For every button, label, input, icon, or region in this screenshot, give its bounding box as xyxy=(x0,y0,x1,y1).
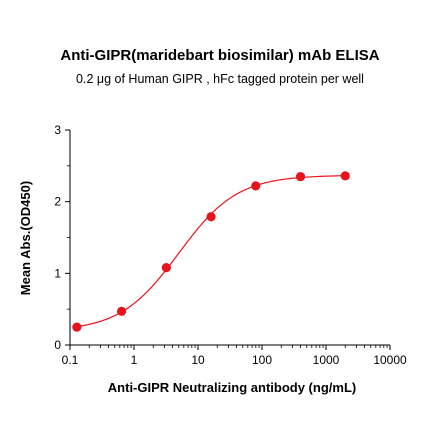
x-tick-label: 10000 xyxy=(373,353,407,367)
fit-curve xyxy=(76,175,346,328)
data-point xyxy=(161,263,171,273)
y-tick-label: 2 xyxy=(54,195,61,209)
y-tick-label: 1 xyxy=(54,266,61,280)
chart-subtitle: 0.2 μg of Human GIPR , hFc tagged protei… xyxy=(76,72,364,86)
chart-title: Anti-GIPR(maridebart biosimilar) mAb ELI… xyxy=(60,47,380,64)
x-tick-label: 1000 xyxy=(313,353,340,367)
x-tick-label: 10 xyxy=(191,353,205,367)
data-point xyxy=(340,171,350,181)
data-point xyxy=(116,306,127,316)
data-points xyxy=(72,171,350,332)
x-tick-label: 1 xyxy=(131,353,138,367)
data-point xyxy=(251,181,261,191)
x-tick-label: 100 xyxy=(252,353,272,367)
y-axis-label: Mean Abs.(OD450) xyxy=(18,181,33,295)
y-tick-label: 0 xyxy=(54,338,61,352)
x-tick-label: 0.1 xyxy=(62,353,79,367)
x-axis-label: Anti-GIPR Neutralizing antibody (ng/mL) xyxy=(108,380,356,395)
data-point xyxy=(295,171,306,182)
data-point xyxy=(206,212,216,222)
data-point xyxy=(72,322,82,332)
axes: 0.1 1 10 100 1000 10000 0 1 2 3 xyxy=(54,123,407,367)
y-tick-label: 3 xyxy=(54,123,61,137)
